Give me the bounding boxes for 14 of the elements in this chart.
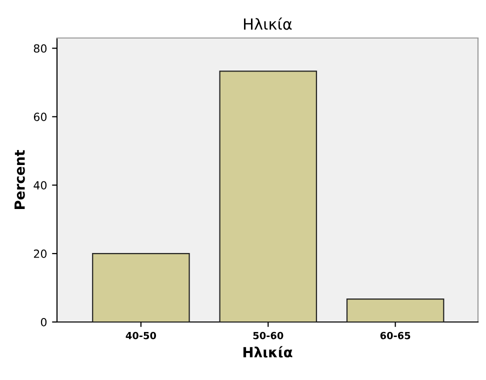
y-tick-label: 80 [34, 44, 47, 53]
bar [346, 298, 444, 322]
y-axis-title: Percent [14, 150, 25, 210]
y-tick-label: 0 [40, 318, 47, 326]
bar [92, 253, 190, 322]
y-tick-label: 40 [34, 181, 47, 190]
x-tick-label: 40-50 [126, 332, 156, 340]
chart-title: Ηλικία [244, 17, 292, 30]
x-axis-title: Ηλικία [243, 346, 292, 358]
y-tick-label: 60 [34, 112, 47, 122]
x-tick-label: 50-60 [253, 332, 284, 340]
x-tick-label: 60-65 [380, 332, 410, 340]
y-tick-label: 20 [34, 250, 47, 258]
bar [219, 70, 318, 322]
